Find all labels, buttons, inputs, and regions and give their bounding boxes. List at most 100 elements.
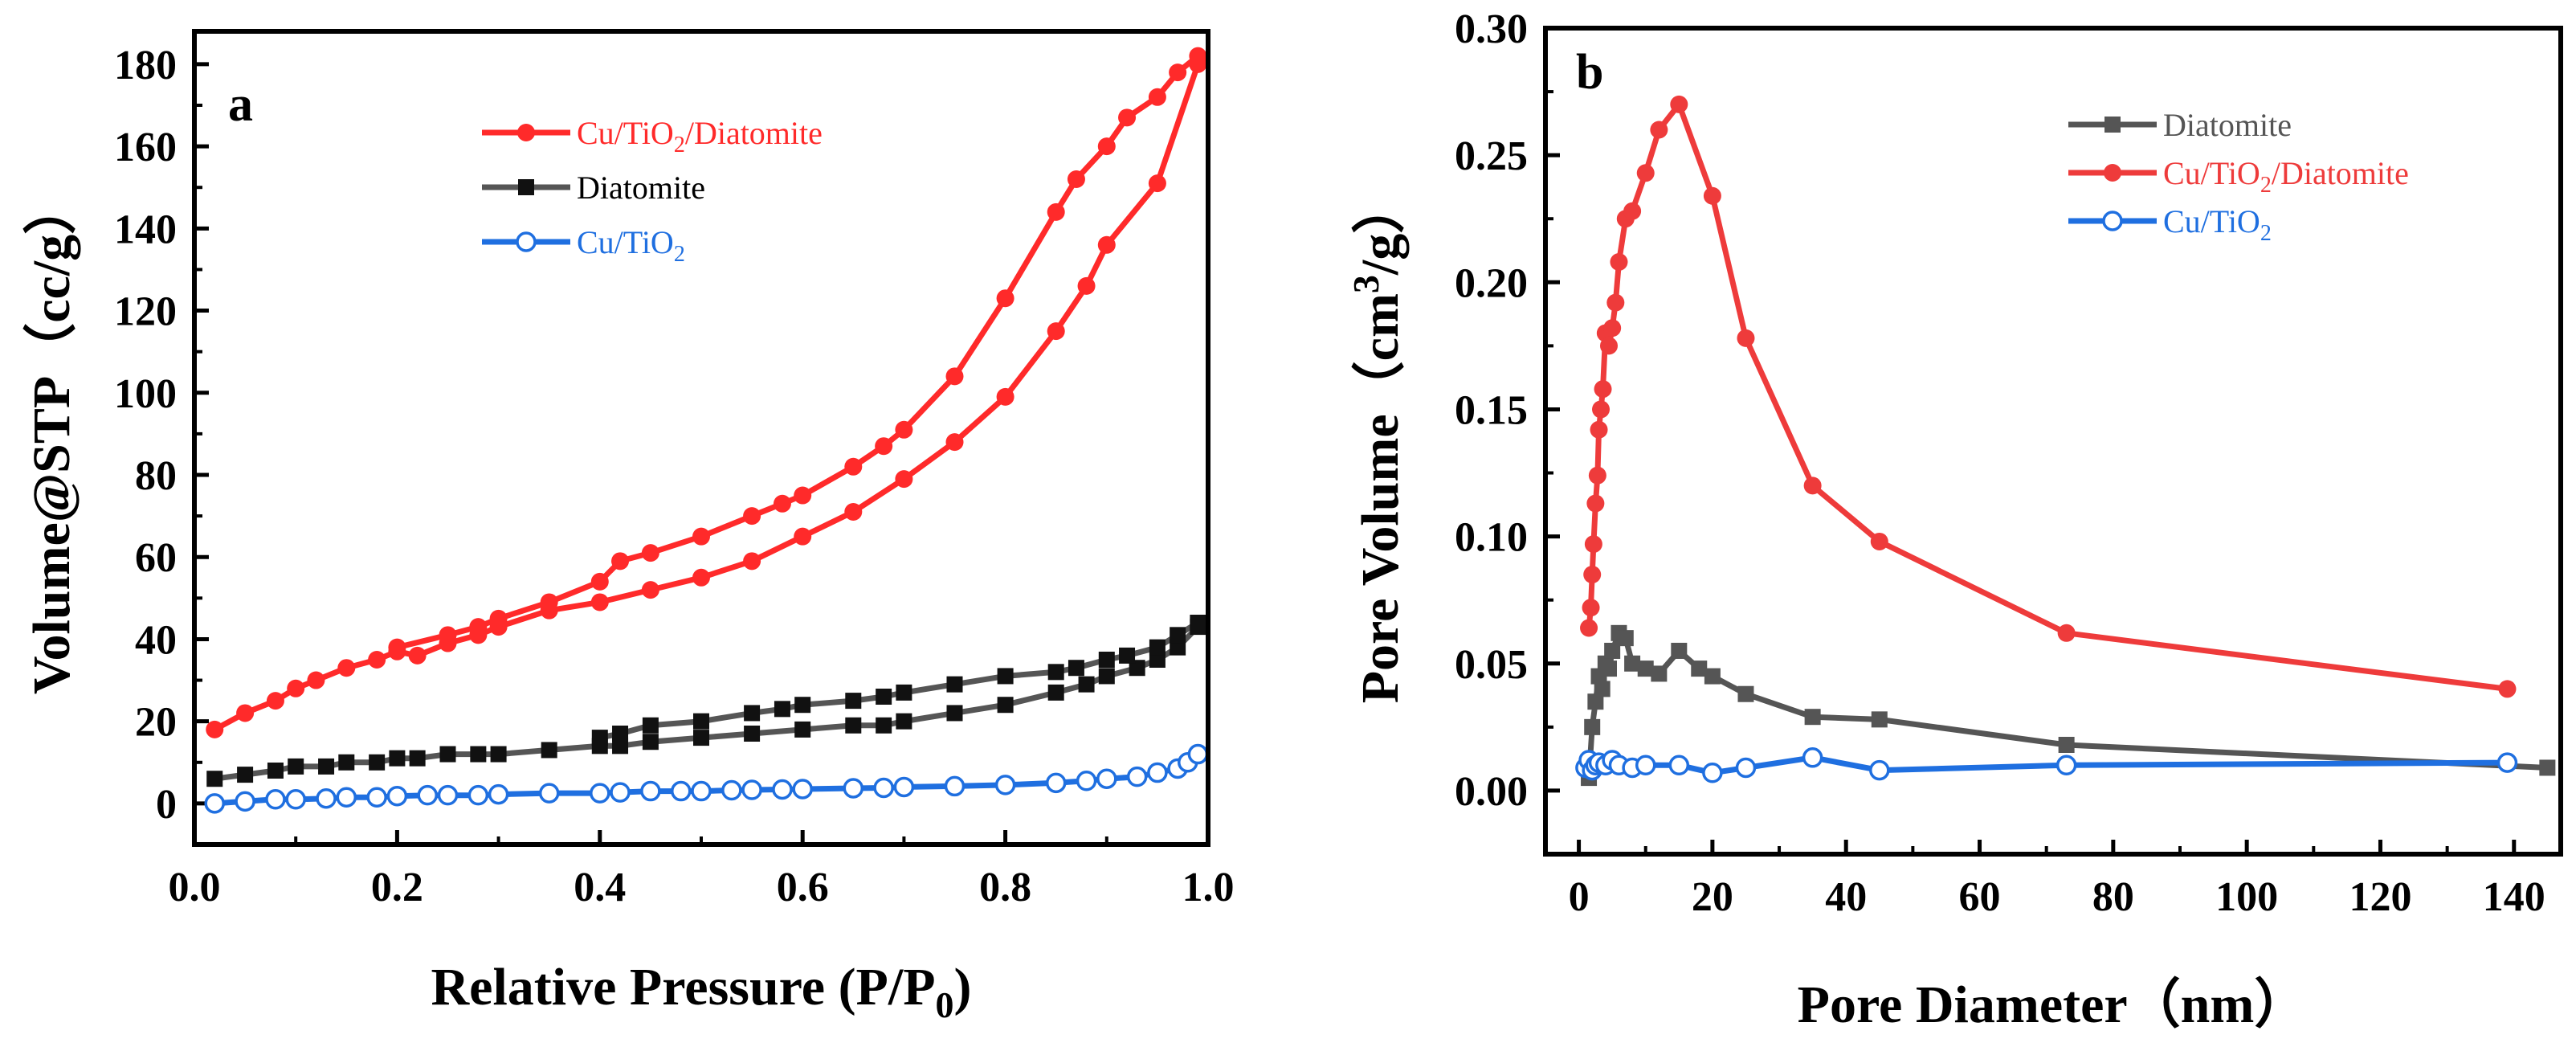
data-point <box>997 668 1014 685</box>
data-point <box>873 777 894 799</box>
data-point <box>337 659 356 677</box>
data-point <box>844 503 863 521</box>
panel-a: 0.0 0.2 0.4 0.6 0.8 1.0 0 20 40 60 80 100 120 140 160 1… <box>22 29 1235 1025</box>
data-point <box>265 789 286 810</box>
data-point <box>1623 202 1642 220</box>
data-point <box>774 701 790 718</box>
data-point <box>1187 743 1209 765</box>
x-tick-label: 120 <box>2349 874 2411 920</box>
data-point <box>1610 253 1628 272</box>
y-tick-label: 0 <box>156 782 177 828</box>
data-point <box>794 721 811 738</box>
data-point <box>1580 619 1598 637</box>
data-point <box>1047 664 1064 681</box>
data-point <box>541 742 557 759</box>
y-tick-label: 100 <box>114 371 177 417</box>
data-point <box>1586 494 1605 513</box>
x-tick-label: 0.4 <box>574 865 626 910</box>
data-point <box>1169 63 1187 82</box>
legend-entry: Cu/TiO2/Diatomite <box>2068 155 2409 198</box>
data-point <box>1871 711 1888 728</box>
panel-b-x-axis-label: Pore Diameter（nm） <box>1798 975 2308 1034</box>
data-point <box>1735 757 1757 779</box>
data-point <box>1076 771 1097 791</box>
data-point <box>641 581 659 599</box>
data-point <box>642 734 659 750</box>
data-point <box>1189 47 1207 65</box>
legend-marker <box>2104 164 2121 182</box>
data-point <box>2498 680 2517 698</box>
data-point <box>1170 627 1186 644</box>
data-point <box>1149 652 1166 668</box>
data-point <box>1119 647 1136 664</box>
x-tick-label: 1.0 <box>1182 865 1235 910</box>
data-point <box>1670 95 1688 113</box>
data-point <box>794 697 811 714</box>
data-point <box>844 457 863 476</box>
y-tick-label: 0.30 <box>1455 6 1528 52</box>
data-point <box>1737 685 1754 702</box>
data-point <box>612 738 629 755</box>
data-point <box>1635 755 1656 776</box>
data-point <box>1668 755 1690 776</box>
data-point <box>1600 337 1618 355</box>
data-point <box>792 779 813 800</box>
data-point <box>437 784 459 806</box>
data-point <box>1045 772 1067 794</box>
x-tick-label: 0.8 <box>979 865 1031 910</box>
data-point <box>845 693 862 710</box>
data-point <box>1594 380 1612 399</box>
data-point <box>1624 655 1641 672</box>
data-point <box>946 676 963 693</box>
panel-a-tick-labels: 0.0 0.2 0.4 0.6 0.8 1.0 0 20 40 60 80 100 120 140 160 1… <box>114 43 1235 910</box>
data-point <box>743 507 761 526</box>
y-tick-label: 0.10 <box>1455 515 1528 561</box>
data-point <box>336 787 357 808</box>
data-point <box>1097 235 1116 254</box>
data-point <box>1097 137 1116 156</box>
data-point <box>640 780 661 802</box>
data-point <box>895 420 913 439</box>
data-point <box>944 775 965 797</box>
data-point <box>490 746 507 763</box>
data-point <box>2057 624 2076 642</box>
y-tick-label: 0.00 <box>1455 769 1528 815</box>
series-cu-tio2 <box>1575 747 2518 783</box>
data-point <box>237 767 254 783</box>
x-tick-label: 0.2 <box>371 865 423 910</box>
data-point <box>409 750 426 767</box>
data-point <box>389 750 406 767</box>
y-tick-label: 0.05 <box>1455 642 1528 688</box>
data-point <box>692 568 710 587</box>
data-point <box>2539 759 2556 776</box>
panel-b: 0 20 40 60 80 100 120 140 0.00 0.05 0.10 0.15 0.20 0.… <box>1345 6 2563 1034</box>
panel-b-letter: b <box>1576 45 1603 100</box>
data-point <box>408 646 427 665</box>
y-tick-label: 0.15 <box>1455 387 1528 433</box>
data-point <box>1047 202 1065 221</box>
data-point <box>896 684 912 701</box>
data-point <box>1588 466 1606 485</box>
panel-b-y-axis-label: Pore Volume（cm3/g） <box>1345 181 1410 704</box>
x-tick-label: 140 <box>2483 874 2545 920</box>
legend-label: Cu/TiO2 <box>577 224 685 267</box>
data-point <box>1594 681 1611 697</box>
data-point <box>538 783 560 804</box>
data-point <box>794 486 812 505</box>
y-tick-label: 60 <box>135 535 177 581</box>
x-tick-label: 100 <box>2215 874 2278 920</box>
legend-label: Diatomite <box>2163 107 2292 143</box>
x-tick-label: 80 <box>2092 874 2134 920</box>
panel-a-x-axis-label: Relative Pressure (P/P0) <box>431 958 971 1025</box>
data-point <box>369 754 386 771</box>
series-cu-tio2-diatomite <box>206 47 1207 738</box>
legend-marker <box>518 179 534 195</box>
data-point <box>1590 420 1608 439</box>
y-tick-label: 140 <box>114 207 177 252</box>
data-point <box>721 779 742 801</box>
data-point <box>1804 709 1821 726</box>
data-point <box>590 572 609 591</box>
data-point <box>1077 276 1096 295</box>
series-cu-tio2 <box>204 743 1209 814</box>
data-point <box>1583 566 1602 584</box>
